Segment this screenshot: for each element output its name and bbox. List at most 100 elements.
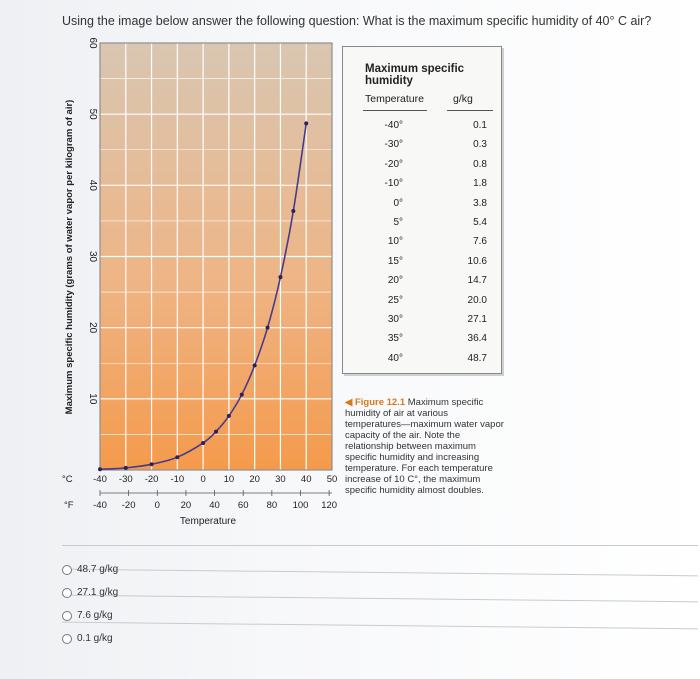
table-row: 0° 3.8 [343,198,501,214]
y-tick-label: 20 [87,322,98,334]
data-point [278,275,283,280]
grid-lines [99,42,333,471]
data-point [201,440,206,445]
celsius-unit: °C [62,474,73,485]
question-text: Using the image below answer the followi… [62,14,652,28]
table-cell-temperature: -10° [384,178,403,190]
table-cell-value: 3.8 [473,197,487,209]
data-point [304,121,309,126]
table-cell-temperature: 35° [387,333,403,345]
table-header-rule [363,110,427,111]
table-cell-value: 14.7 [467,275,487,287]
fahrenheit-tick-label: 0 [155,500,160,511]
table-cell-temperature: -20° [384,158,403,170]
celsius-tick-label: 0 [200,474,205,485]
y-tick-label: 50 [87,109,98,121]
radio-button[interactable] [62,564,72,575]
table-cell-temperature: 5° [393,217,403,228]
table-cell-value: 0.3 [473,139,487,151]
table-cell-temperature: -30° [384,139,403,151]
table-row: -30° 0.3 [343,139,501,155]
humidity-table: Maximum specific humidity Temperature g/… [342,46,502,374]
table-cell-value: 20.0 [467,294,487,306]
answer-option-2[interactable]: 27.1 g/kg [62,581,118,604]
table-header-rule [447,110,493,111]
fahrenheit-tick-label: 100 [293,500,309,511]
data-point [123,465,128,470]
table-row: -40° 0.1 [343,120,501,136]
y-tick-label: 40 [87,180,98,192]
table-row: 15° 10.6 [343,256,501,272]
y-tick-label: 30 [87,251,98,263]
celsius-axis: °C -40 -30 -20 -10 0 10 20 30 40 50 [62,474,337,485]
data-point [214,429,218,434]
table-cell-value: 5.4 [473,217,487,228]
y-axis-label: Maximum specific humidity (grams of wate… [64,100,75,415]
fahrenheit-tick-label: -20 [122,500,136,511]
celsius-tick-label: -40 [93,474,107,485]
table-cell-temperature: 15° [387,255,403,267]
radio-button[interactable] [62,633,72,644]
table-col-temperature: Temperature [365,93,424,105]
celsius-tick-label: 40 [301,474,312,485]
fahrenheit-unit: °F [64,500,74,511]
table-row: 5° 5.4 [343,217,501,233]
option-label: 0.1 g/kg [77,633,113,644]
data-point [265,325,270,330]
y-tick-label: 60 [87,37,98,49]
table-cell-temperature: -40° [384,120,403,131]
figure-label: ◀ Figure 12.1 [345,397,406,408]
table-cell-value: 0.8 [473,158,487,170]
table-cell-value: 36.4 [467,333,487,345]
radio-button[interactable] [62,587,72,598]
table-cell-value: 48.7 [467,352,487,364]
answer-options: 48.7 g/kg 27.1 g/kg 7.6 g/kg 0.1 g/kg [62,558,118,650]
answer-option-1[interactable]: 48.7 g/kg [62,558,118,581]
table-row: 35° 36.4 [343,333,501,349]
table-row: 30° 27.1 [343,314,501,330]
y-axis-ticks: 60 50 40 30 20 10 [87,37,98,404]
table-row: -10° 1.8 [343,178,501,194]
x-axis-label: Temperature [180,516,237,527]
celsius-tick-label: 10 [224,474,235,485]
celsius-tick-label: -10 [170,474,184,485]
celsius-tick-label: 50 [327,474,338,485]
fahrenheit-tick-label: 60 [238,500,249,511]
celsius-tick-label: 30 [275,474,286,485]
y-tick-label: 10 [87,393,98,405]
fahrenheit-tick-label: 20 [181,500,192,511]
radio-button[interactable] [62,610,72,621]
table-col-gkg: g/kg [453,93,473,105]
table-cell-temperature: 20° [387,275,403,287]
data-point [98,467,102,472]
celsius-tick-label: 20 [249,474,260,485]
data-point [239,392,244,397]
table-cell-value: 27.1 [467,314,487,325]
table-cell-value: 10.6 [467,255,487,267]
answer-option-3[interactable]: 7.6 g/kg [62,604,118,627]
data-point [149,462,154,467]
data-point [291,208,296,213]
data-point [175,455,180,460]
table-row: 25° 20.0 [343,295,501,311]
option-label: 27.1 g/kg [77,587,119,598]
table-cell-temperature: 30° [387,314,403,325]
table-row: 10° 7.6 [343,236,501,252]
data-markers [98,121,309,472]
fahrenheit-tick-label: 80 [267,500,278,511]
table-cell-temperature: 10° [387,236,403,248]
option-label: 7.6 g/kg [77,610,113,621]
table-cell-value: 1.8 [473,178,487,190]
table-cell-temperature: 0° [393,197,403,209]
answer-option-4[interactable]: 0.1 g/kg [62,627,118,650]
option-label: 48.7 g/kg [77,564,119,575]
table-row: 40° 48.7 [343,353,501,369]
table-cell-temperature: 40° [387,352,403,364]
table-cell-value: 7.6 [473,236,487,248]
fahrenheit-tick-label: 120 [321,500,337,511]
table-cell-value: 0.1 [473,120,487,131]
table-row: -20° 0.8 [343,159,501,175]
divider [62,545,698,546]
